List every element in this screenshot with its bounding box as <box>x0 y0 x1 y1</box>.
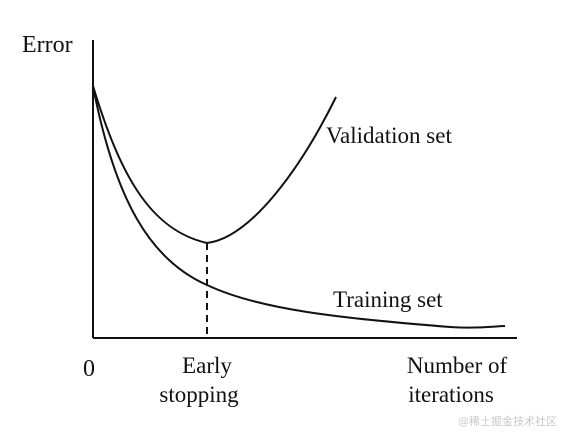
x-axis-label-line1: Number of <box>407 353 508 378</box>
marker-label-line2: stopping <box>159 382 239 407</box>
training-curve-label: Training set <box>333 287 443 312</box>
watermark: @稀土掘金技术社区 <box>458 414 557 428</box>
validation-curve-label: Validation set <box>326 123 452 148</box>
validation-curve <box>92 85 337 245</box>
training-curve <box>92 85 506 329</box>
x-axis-label-line2: iterations <box>408 382 494 407</box>
y-axis-label: Error <box>22 32 73 58</box>
origin-label: 0 <box>83 356 95 382</box>
marker-label-line1: Early <box>182 353 232 378</box>
